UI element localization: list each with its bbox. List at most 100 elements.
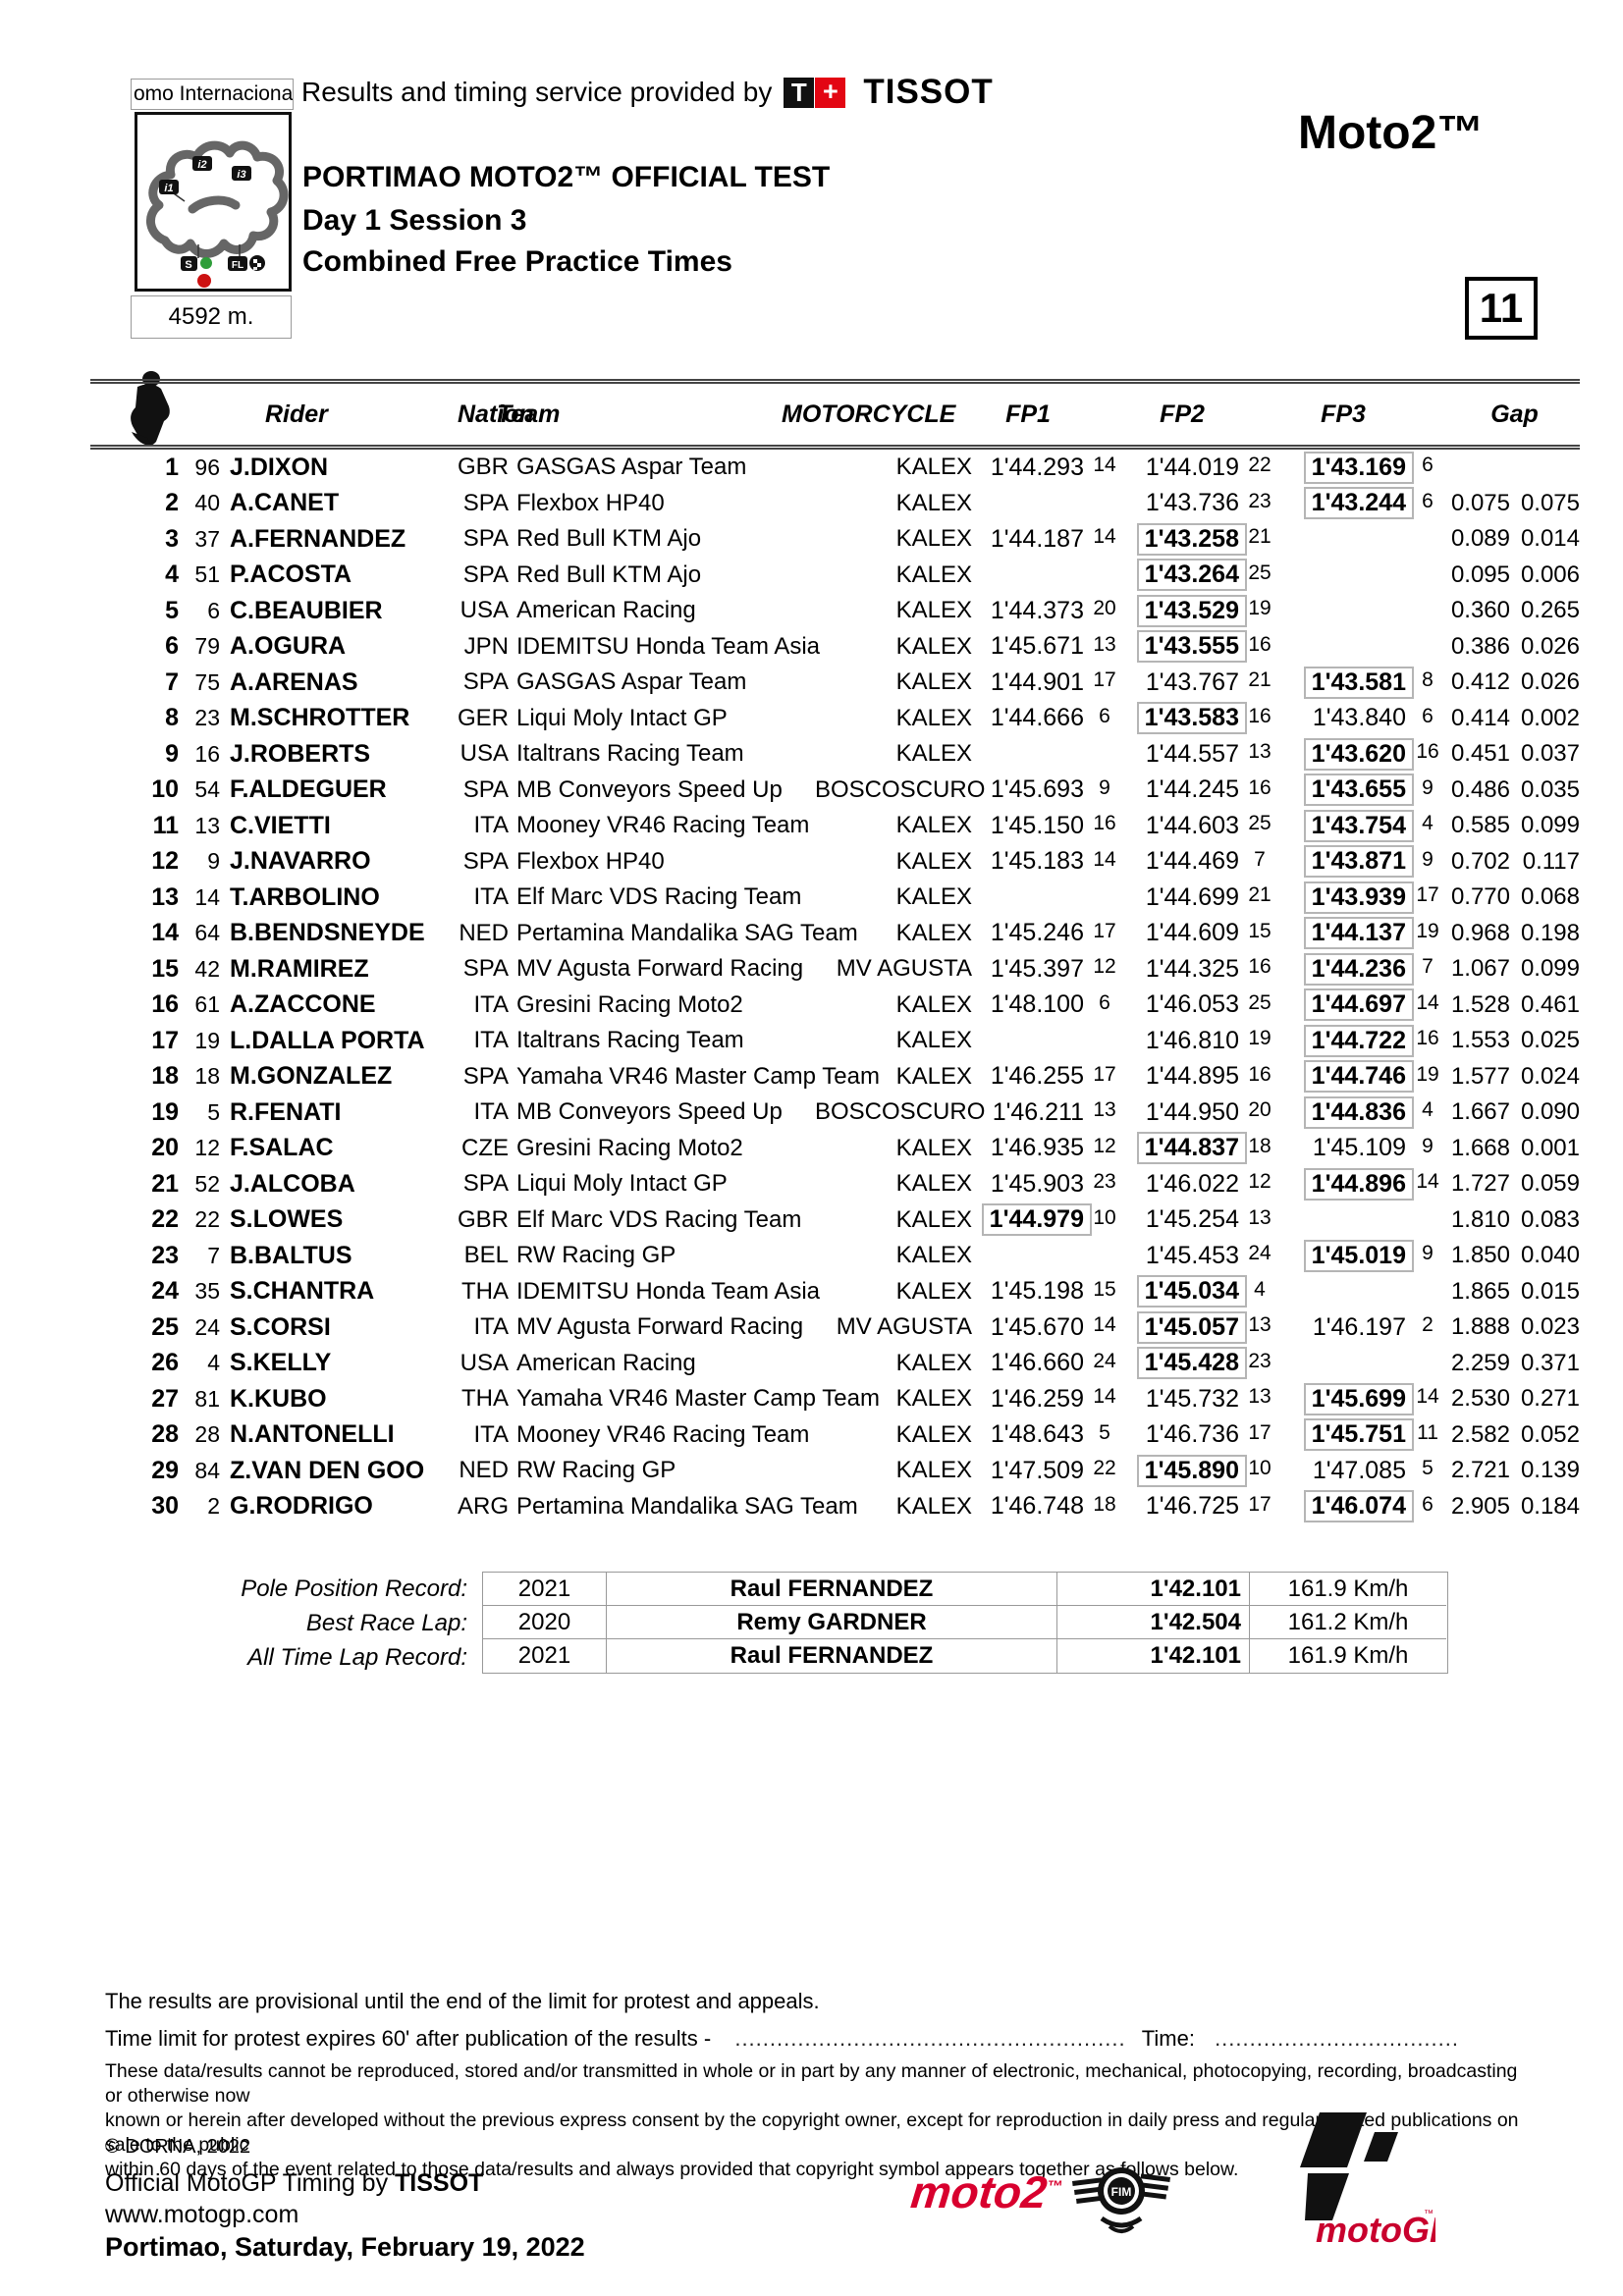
table-row: 23 7 B.BALTUS BEL RW Racing GP KALEX 1'4… (90, 1238, 1580, 1274)
motorcycle-cell: KALEX (895, 1242, 972, 1269)
green-light-icon (200, 257, 212, 269)
legal-line-3: within 60 days of the event related to t… (105, 2159, 1239, 2180)
nation-cell: GBR (458, 1205, 510, 1233)
fp2-laps-cell: 19 (1248, 597, 1271, 620)
position-cell: 24 (151, 1277, 179, 1306)
position-cell: 19 (151, 1097, 179, 1126)
col-header-fp2: FP2 (1160, 400, 1205, 428)
rider-name-cell: S.CORSI (230, 1312, 331, 1341)
fp1-laps-cell: 6 (1099, 704, 1110, 727)
position-cell: 18 (151, 1062, 179, 1091)
gap-to-first-cell: 0.360 (1450, 597, 1510, 624)
motorcycle-cell: KALEX (895, 597, 972, 624)
timing-brand: TISSOT (395, 2169, 484, 2197)
rider-number-cell: 61 (194, 991, 220, 1018)
gap-to-prev-cell: 0.001 (1520, 1134, 1580, 1161)
tissot-wordmark: TISSOT (863, 73, 994, 111)
fp2-time-cell: 1'45.254 (1145, 1205, 1239, 1234)
gap-to-first-cell: 1.067 (1450, 955, 1510, 983)
class-label: Moto2™ (1298, 107, 1485, 159)
nation-cell: USA (460, 740, 509, 768)
gap-to-prev-cell: 0.271 (1520, 1385, 1580, 1413)
position-cell: 25 (151, 1312, 179, 1341)
rider-name-cell: A.CANET (230, 489, 340, 517)
fp3-laps-cell: 4 (1422, 812, 1434, 835)
motorcycle-cell: KALEX (895, 847, 972, 875)
col-header-team: Team (497, 400, 561, 428)
table-row: 4 51 P.ACOSTA SPA Red Bull KTM Ajo KALEX… (90, 558, 1580, 594)
col-header-fp1: FP1 (1005, 400, 1051, 428)
team-cell: Italtrans Racing Team (516, 1027, 744, 1054)
finish-line-marker: FL (228, 255, 265, 271)
fp2-time-cell: 1'43.736 (1145, 489, 1239, 517)
table-row: 19 5 R.FENATI ITA MB Conveyors Speed Up … (90, 1095, 1580, 1131)
fp2-time-cell: 1'45.453 (1145, 1241, 1239, 1269)
nation-cell: GBR (458, 454, 510, 481)
rider-number-cell: 64 (194, 920, 220, 946)
fp2-laps-cell: 13 (1248, 1205, 1271, 1229)
gap-to-first-cell: 0.095 (1450, 561, 1510, 588)
gap-to-prev-cell: 0.117 (1522, 847, 1580, 875)
record-label: All Time Lap Record: (247, 1644, 467, 1671)
page-number: 11 (1465, 277, 1538, 340)
position-cell: 20 (151, 1134, 179, 1162)
fp1-time-cell (972, 1027, 1084, 1055)
fp1-time-cell (972, 561, 1084, 589)
team-cell: MV Agusta Forward Racing (516, 1313, 804, 1341)
sector-marker-i3: i3 (232, 166, 251, 181)
position-cell: 7 (165, 667, 179, 696)
team-cell: American Racing (516, 1349, 696, 1376)
legal-line-2: known or herein after developed without … (105, 2109, 1519, 2156)
fp3-time-cell: 1'43.840 (1312, 704, 1406, 732)
rider-name-cell: N.ANTONELLI (230, 1420, 395, 1449)
table-row: 14 64 B.BENDSNEYDE NED Pertamina Mandali… (90, 916, 1580, 952)
nation-cell: ARG (458, 1492, 510, 1520)
rider-name-cell: M.GONZALEZ (230, 1062, 393, 1091)
fp3-time-cell: 1'43.655 (1280, 774, 1414, 807)
dotted-line-2: ................................... (1215, 2026, 1459, 2051)
table-header-row: Rider Nation Team MOTORCYCLE FP1 FP2 FP3… (90, 379, 1580, 450)
fp1-time-cell: 1'44.293 (990, 453, 1084, 481)
team-cell: MB Conveyors Speed Up (516, 775, 783, 803)
gap-to-first-cell: 1.667 (1450, 1098, 1510, 1126)
fp2-laps-cell: 13 (1248, 740, 1271, 764)
motorcycle-cell: MV AGUSTA (836, 1313, 972, 1341)
position-cell: 5 (165, 596, 179, 624)
legal-line-1: These data/results cannot be reproduced,… (105, 2060, 1518, 2107)
motorcycle-cell: KALEX (895, 990, 972, 1018)
gap-to-prev-cell: 0.099 (1520, 812, 1580, 839)
track-length: 4592 m. (131, 295, 292, 339)
table-row: 6 79 A.OGURA JPN IDEMITSU Honda Team Asi… (90, 629, 1580, 666)
gap-to-first-cell: 0.770 (1450, 883, 1510, 911)
gap-to-prev-cell: 0.026 (1520, 632, 1580, 660)
fp2-time-cell: 1'46.810 (1145, 1026, 1239, 1054)
provisional-note: The results are provisional until the en… (105, 1989, 820, 2013)
fp2-time-cell: 1'46.022 (1145, 1169, 1239, 1198)
fp1-time-cell: 1'45.246 (990, 919, 1084, 947)
gap-to-prev-cell: 0.035 (1520, 775, 1580, 803)
motorcycle-cell: KALEX (895, 1062, 972, 1090)
nation-cell: SPA (462, 561, 509, 588)
nation-cell: ITA (473, 812, 509, 839)
fp1-time-cell: 1'45.903 (990, 1169, 1084, 1198)
fp3-time-cell: 1'43.244 (1280, 487, 1414, 520)
fp2-laps-cell: 25 (1248, 561, 1271, 584)
fp1-time-cell: 1'46.660 (990, 1349, 1084, 1377)
fp2-laps-cell: 12 (1248, 1170, 1271, 1194)
fp2-time-cell: 1'45.732 (1145, 1384, 1239, 1413)
protest-text: Time limit for protest expires 60' after… (105, 2026, 712, 2051)
rider-number-cell: 35 (194, 1278, 220, 1305)
fp1-time-cell (972, 489, 1084, 517)
col-header-motorcycle: MOTORCYCLE (782, 400, 956, 428)
fp2-time-cell: 1'43.529 (1125, 594, 1247, 627)
table-row: 27 81 K.KUBO THA Yamaha VR46 Master Camp… (90, 1381, 1580, 1417)
gap-to-first-cell: 0.968 (1450, 919, 1510, 946)
table-row: 28 28 N.ANTONELLI ITA Mooney VR46 Racing… (90, 1417, 1580, 1454)
motorcycle-cell: KALEX (895, 1205, 972, 1233)
team-cell: Red Bull KTM Ajo (516, 561, 702, 588)
record-time: 1'42.101 (1057, 1639, 1250, 1673)
nation-cell: CZE (461, 1134, 509, 1161)
motorcycle-cell: KALEX (895, 525, 972, 553)
fp2-time-cell: 1'45.428 (1125, 1347, 1247, 1380)
record-speed: 161.9 Km/h (1250, 1573, 1446, 1606)
